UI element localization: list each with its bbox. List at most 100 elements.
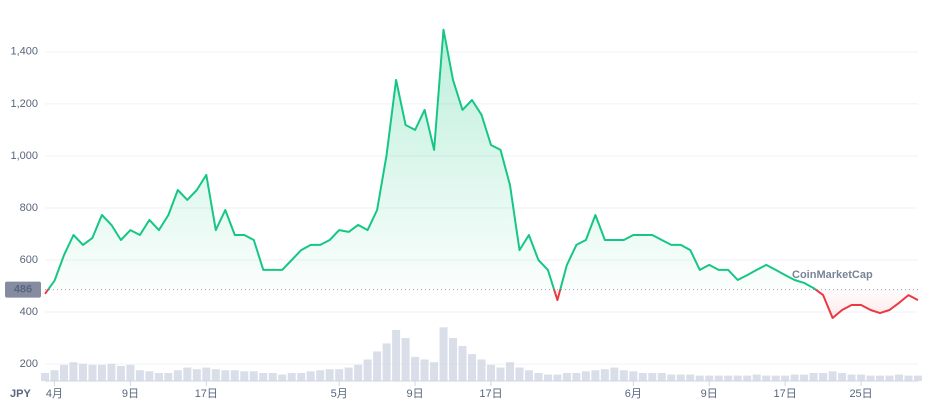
y-tick-label: 600 <box>20 254 38 266</box>
volume-bar <box>657 372 666 381</box>
volume-bar <box>534 372 543 381</box>
volume-bar <box>420 359 429 381</box>
volume-bar <box>543 374 552 381</box>
volume-bar <box>202 367 211 381</box>
volume-bar <box>240 371 249 381</box>
volume-bar <box>192 369 201 381</box>
volume-bar <box>524 370 533 381</box>
volume-bar <box>572 372 581 381</box>
volume-bar <box>145 371 154 381</box>
y-tick-label: 200 <box>20 358 38 370</box>
volume-bar <box>591 370 600 381</box>
volume-bar <box>667 374 676 381</box>
volume-bar <box>449 338 458 381</box>
volume-bar <box>59 364 68 381</box>
x-tick-label: 17日 <box>774 388 797 400</box>
x-tick-label: 9日 <box>701 388 718 400</box>
volume-bar <box>41 372 49 381</box>
volume-bar <box>486 364 495 381</box>
volume-bar <box>733 375 742 381</box>
volume-bar <box>505 362 514 381</box>
x-tick-label: 17日 <box>479 388 502 400</box>
volume-bar <box>847 374 856 381</box>
volume-bar <box>695 375 704 381</box>
volume-bar <box>268 372 277 381</box>
volume-bar <box>477 359 486 381</box>
volume-bar <box>78 363 87 381</box>
volume-bar <box>904 375 913 381</box>
price-line <box>44 28 919 319</box>
volume-bar <box>88 364 97 381</box>
volume-bar <box>809 372 818 381</box>
y-tick-label: 1,000 <box>10 150 38 162</box>
volume-bar <box>752 374 761 381</box>
y-axis-label: JPY <box>10 388 31 400</box>
volume-bar <box>496 367 505 381</box>
volume-bar <box>401 338 410 381</box>
x-tick-label: 6月 <box>625 388 642 400</box>
volume-bar <box>211 369 220 381</box>
volume-bar <box>50 370 59 381</box>
volume-bar <box>819 372 828 381</box>
volume-bar <box>306 371 315 381</box>
volume-bar <box>221 370 230 381</box>
baseline-tag <box>5 281 41 298</box>
volume-bar <box>468 354 477 381</box>
volume-bar <box>771 375 780 381</box>
y-tick-label: 400 <box>20 306 38 318</box>
volume-bar <box>287 372 296 381</box>
volume-bar <box>344 367 353 381</box>
volume-bar <box>686 374 695 381</box>
volume-bar <box>69 362 78 381</box>
volume-bar <box>866 375 875 381</box>
volume-bar <box>230 370 239 381</box>
volume-bar <box>97 364 106 381</box>
volume-bar <box>515 367 524 381</box>
volume-bar <box>382 343 391 381</box>
volume-bar <box>164 372 173 381</box>
volume-bar <box>183 367 192 381</box>
volume-bar <box>914 375 922 381</box>
volume-bar <box>411 356 420 381</box>
volume-bar <box>743 375 752 381</box>
volume-bar <box>325 369 334 381</box>
volume-bar <box>297 372 306 381</box>
volume-bar <box>373 351 382 381</box>
volume-bar <box>581 371 590 381</box>
volume-bar <box>724 375 733 381</box>
x-tick-label: 9日 <box>407 388 424 400</box>
volume-bar <box>392 329 401 381</box>
volume-bar <box>249 371 258 381</box>
watermark: CoinMarketCap <box>792 269 873 281</box>
volume-bar <box>430 362 439 381</box>
volume-bar <box>828 371 837 381</box>
volume-bar <box>781 375 790 381</box>
volume-bar <box>619 370 628 381</box>
x-tick-label: 9日 <box>122 388 139 400</box>
volume-bar <box>562 372 571 381</box>
volume-bar <box>553 374 562 381</box>
volume-bar <box>610 367 619 381</box>
volume-bar <box>278 374 287 381</box>
x-tick-label: 4月 <box>46 388 63 400</box>
volume-bar <box>126 364 135 381</box>
volume-bar <box>107 363 116 381</box>
volume-bar <box>173 370 182 381</box>
y-tick-label: 1,200 <box>10 98 38 110</box>
volume-bar <box>116 365 125 381</box>
volume-bar <box>363 359 372 381</box>
volume-bar <box>154 372 163 381</box>
y-tick-label: 1,400 <box>10 46 38 58</box>
volume-bar <box>648 372 657 381</box>
volume-bar <box>600 369 609 381</box>
volume-bar <box>259 372 268 381</box>
volume-bar <box>705 375 714 381</box>
volume-bar <box>335 369 344 381</box>
volume-bar <box>857 374 866 381</box>
x-tick-label: 17日 <box>195 388 218 400</box>
volume-bar <box>876 375 885 381</box>
volume-bar <box>885 375 894 381</box>
volume-bar <box>676 374 685 381</box>
x-tick-label: 5月 <box>331 388 348 400</box>
